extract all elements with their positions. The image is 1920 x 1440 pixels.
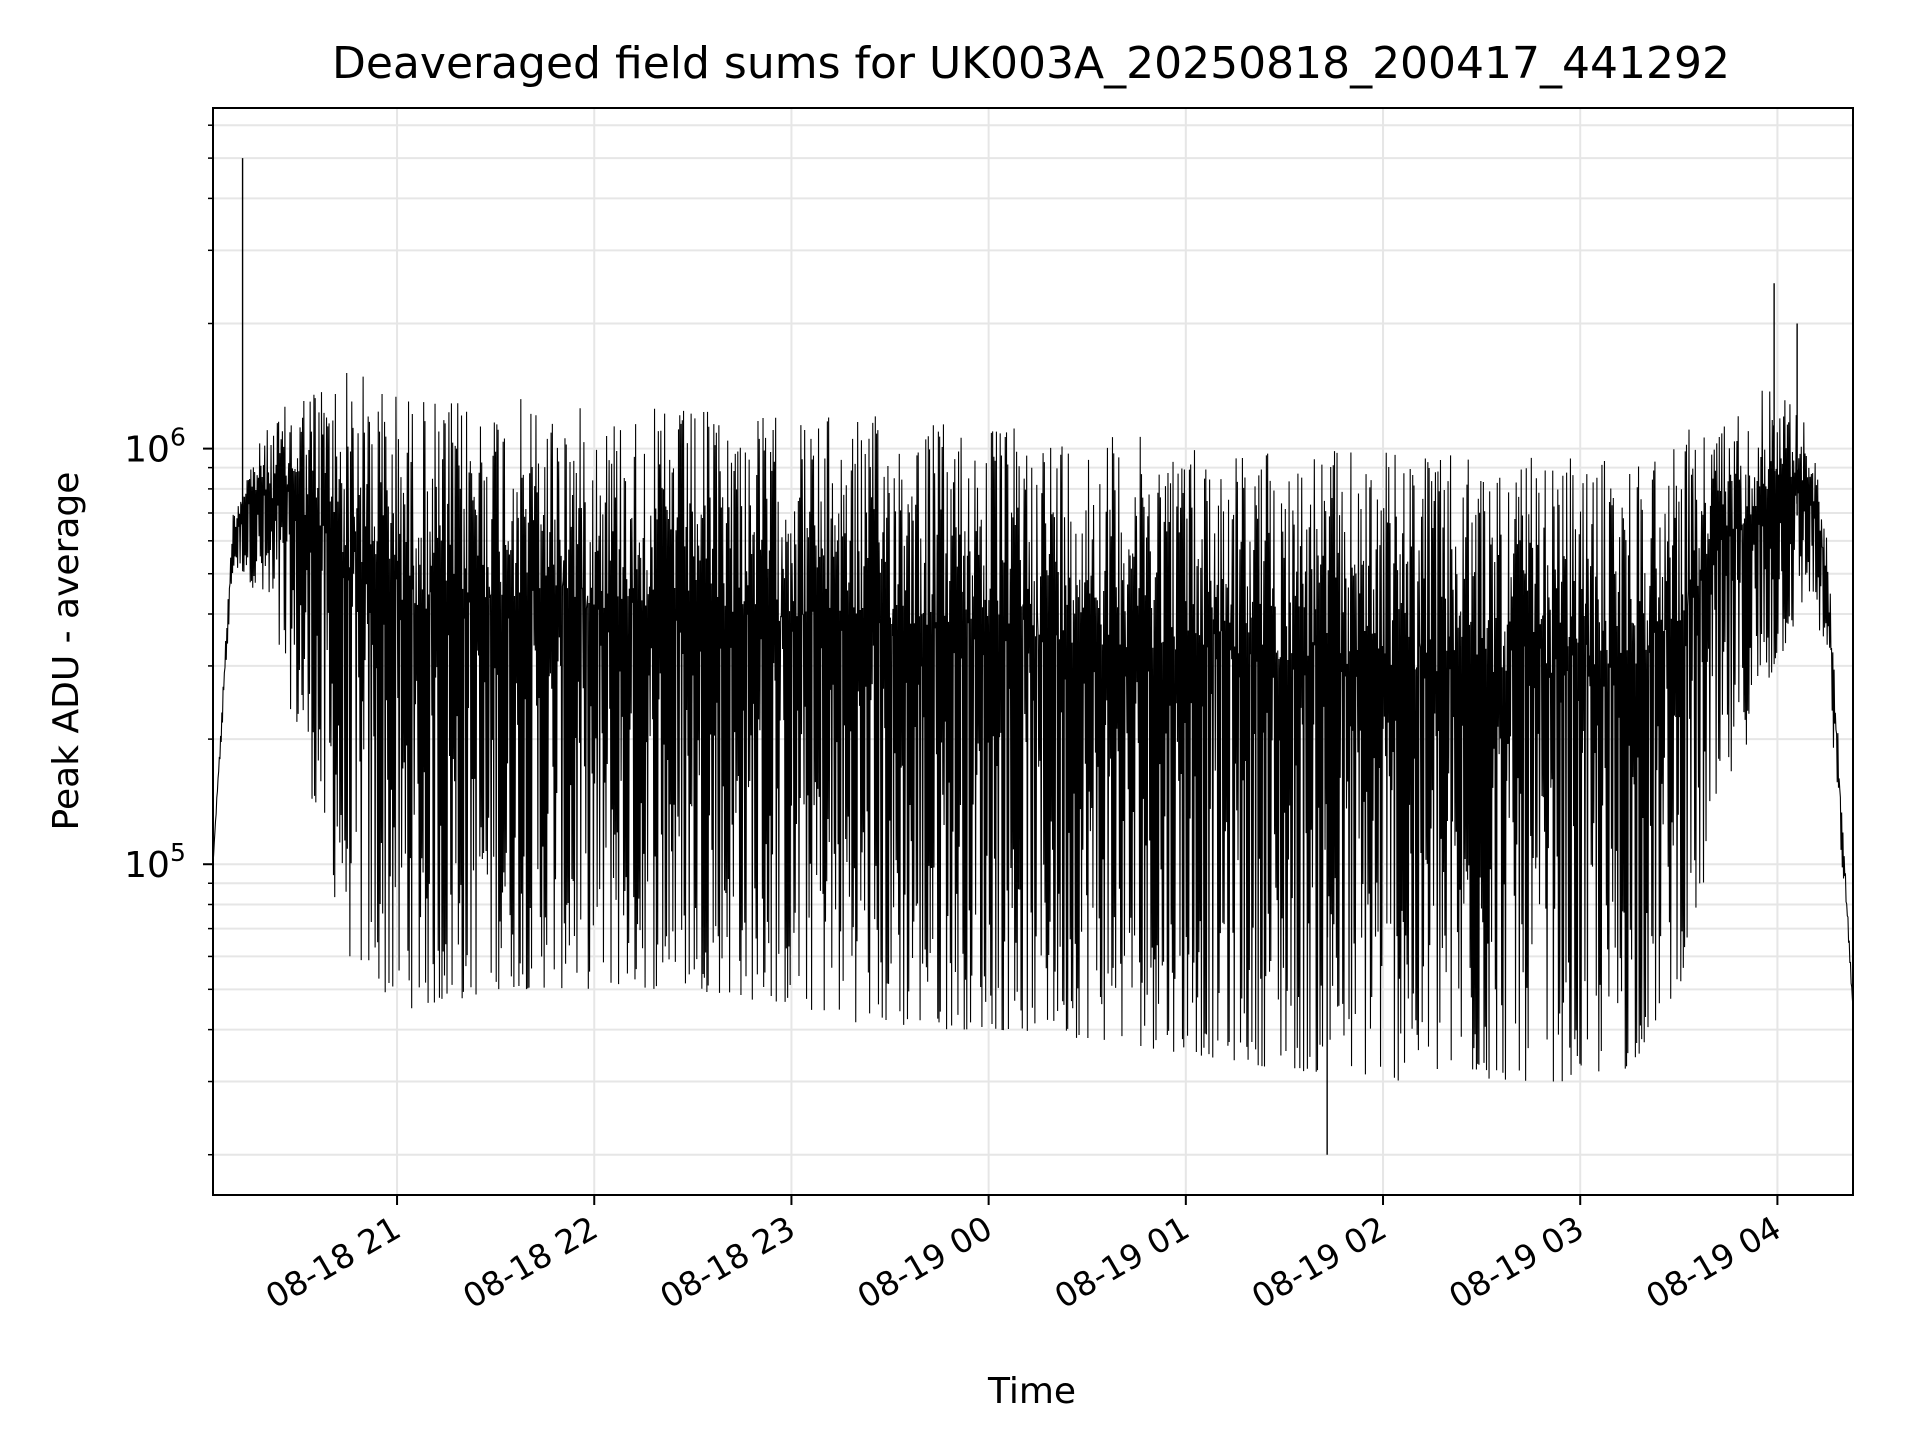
- x-axis-label: Time: [987, 1371, 1076, 1412]
- y-axis-ticks: 105 106: [124, 124, 213, 1156]
- y-tick-label: 106: [124, 423, 186, 471]
- y-tick-label: 105: [124, 838, 186, 886]
- series-path: [212, 373, 1854, 1082]
- chart-title: Deaveraged field sums for UK003A_2025081…: [332, 38, 1730, 89]
- plot-area-frame: [212, 107, 1854, 1196]
- y-axis-label: Peak ADU - average: [46, 472, 87, 831]
- series-line: [212, 158, 1854, 1155]
